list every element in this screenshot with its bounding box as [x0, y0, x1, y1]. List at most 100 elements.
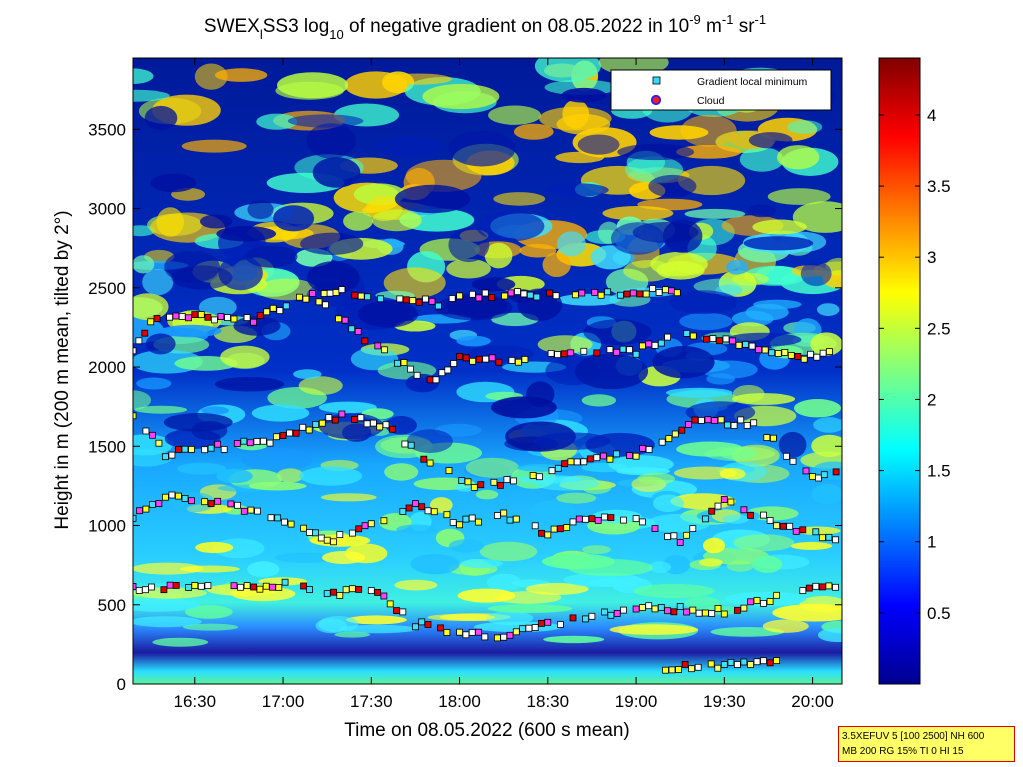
gradient-local-minimum-marker: [374, 589, 382, 596]
colorbar-tick-label: 3.5: [927, 177, 951, 196]
gradient-local-minimum-marker: [426, 376, 434, 384]
gradient-local-minimum-marker: [424, 621, 432, 628]
gradient-local-minimum-marker: [320, 290, 328, 297]
gradient-local-minimum-marker: [613, 450, 620, 458]
heatmap-cell: [648, 174, 697, 198]
gradient-local-minimum-marker: [430, 508, 438, 516]
gradient-local-minimum-marker: [135, 337, 143, 345]
heatmap-cell: [590, 245, 631, 270]
gradient-local-minimum-marker: [819, 583, 826, 591]
gradient-local-minimum-marker: [445, 467, 453, 475]
gradient-local-minimum-marker: [651, 605, 659, 613]
gradient-local-minimum-marker: [468, 290, 476, 298]
heatmap-cell: [811, 434, 842, 457]
gradient-local-minimum-marker: [470, 483, 478, 491]
gradient-local-minimum-marker: [428, 297, 436, 305]
gradient-local-minimum-marker: [691, 416, 699, 424]
gradient-local-minimum-marker: [185, 314, 192, 322]
gradient-local-minimum-marker: [306, 529, 313, 536]
gradient-local-minimum-marker: [402, 296, 410, 304]
gradient-local-minimum-marker: [133, 347, 137, 355]
gradient-local-minimum-marker: [813, 353, 821, 361]
gradient-local-minimum-marker: [569, 518, 577, 526]
heatmap-cell: [817, 627, 842, 643]
gradient-local-minimum-marker: [364, 293, 372, 301]
gradient-local-minimum-marker: [761, 346, 769, 354]
gradient-local-minimum-marker: [639, 518, 646, 526]
heatmap-cell: [799, 596, 842, 613]
gradient-local-minimum-marker: [286, 429, 294, 437]
gradient-local-minimum-marker: [133, 583, 137, 590]
gradient-local-minimum-marker: [495, 358, 503, 366]
gradient-local-minimum-marker: [601, 513, 608, 521]
gradient-local-minimum-marker: [538, 529, 545, 537]
gradient-local-minimum-marker: [437, 624, 445, 632]
gradient-local-minimum-marker: [341, 316, 349, 324]
gradient-local-minimum-marker: [799, 526, 807, 534]
gradient-local-minimum-marker: [361, 337, 369, 345]
gradient-local-minimum-marker: [411, 500, 419, 508]
gradient-local-minimum-marker: [580, 347, 588, 355]
gradient-local-minimum-marker: [702, 515, 709, 523]
gradient-local-minimum-marker: [351, 291, 359, 299]
gradient-local-minimum-marker: [613, 348, 620, 356]
gradient-local-minimum-marker: [160, 586, 168, 594]
gradient-local-minimum-marker: [300, 524, 308, 532]
gradient-local-minimum-marker: [207, 500, 215, 508]
heatmap-cell: [334, 631, 371, 638]
heatmap-cell: [276, 468, 304, 483]
gradient-local-minimum-marker: [148, 583, 155, 591]
gradient-local-minimum-marker: [760, 600, 767, 607]
heatmap-cell: [133, 390, 152, 410]
gradient-local-minimum-marker: [737, 416, 745, 424]
heatmap-cell: [648, 561, 672, 574]
gradient-local-minimum-marker: [240, 507, 248, 515]
heatmap-cell: [652, 494, 684, 512]
gradient-local-minimum-marker: [544, 618, 552, 626]
gradient-local-minimum-marker: [462, 515, 470, 523]
gradient-local-minimum-marker: [506, 631, 514, 639]
colorbar-tick-label: 3: [927, 248, 936, 267]
gradient-local-minimum-marker: [256, 312, 264, 320]
heatmap-cell: [556, 492, 597, 504]
gradient-local-minimum-marker: [670, 608, 678, 616]
gradient-local-minimum-marker: [639, 342, 646, 350]
gradient-local-minimum-marker: [792, 528, 800, 535]
gradient-local-minimum-marker: [369, 419, 377, 427]
gradient-local-minimum-marker: [552, 292, 560, 300]
heatmap-cell: [602, 206, 674, 221]
gradient-local-minimum-marker: [299, 423, 307, 431]
gradient-local-minimum-marker: [399, 507, 407, 515]
heatmap-cell: [561, 87, 607, 103]
gradient-local-minimum-marker: [512, 515, 520, 523]
gradient-local-minimum-marker: [315, 298, 323, 306]
heatmap-cell: [731, 310, 774, 327]
gradient-local-minimum-marker: [348, 325, 356, 333]
gradient-local-minimum-marker: [275, 584, 283, 591]
gradient-local-minimum-marker: [330, 538, 337, 546]
gradient-local-minimum-marker: [148, 431, 156, 439]
gradient-local-minimum-marker: [783, 452, 790, 460]
gradient-local-minimum-marker: [591, 288, 599, 296]
heatmap-cell: [698, 558, 723, 567]
gradient-local-minimum-marker: [393, 607, 400, 614]
gradient-local-minimum-marker: [274, 514, 282, 522]
heatmap-cell: [300, 232, 364, 255]
gradient-local-minimum-marker: [753, 597, 761, 604]
gradient-local-minimum-marker: [367, 587, 375, 594]
gradient-local-minimum-marker: [400, 359, 408, 366]
gradient-local-minimum-marker: [376, 423, 384, 431]
x-axis: 16:30 17:00 17:30 18:00 18:30 19:00 19:30 20:00: [174, 58, 834, 711]
gradient-local-minimum-marker: [217, 313, 225, 321]
gradient-local-minimum-marker: [619, 345, 627, 353]
heatmap-cell: [479, 541, 538, 562]
y-axis-label: Height in m (200 m mean, tilted by 2°): [52, 210, 73, 529]
heatmap-cell: [216, 226, 277, 242]
y-tick-label: 1500: [88, 437, 126, 456]
gradient-local-minimum-marker: [557, 621, 564, 628]
gradient-local-minimum-marker: [357, 292, 365, 300]
gradient-local-minimum-marker: [201, 446, 209, 454]
gradient-local-minimum-marker: [420, 455, 428, 463]
x-tick-label: 19:00: [615, 692, 658, 711]
gradient-local-minimum-marker: [136, 507, 143, 515]
